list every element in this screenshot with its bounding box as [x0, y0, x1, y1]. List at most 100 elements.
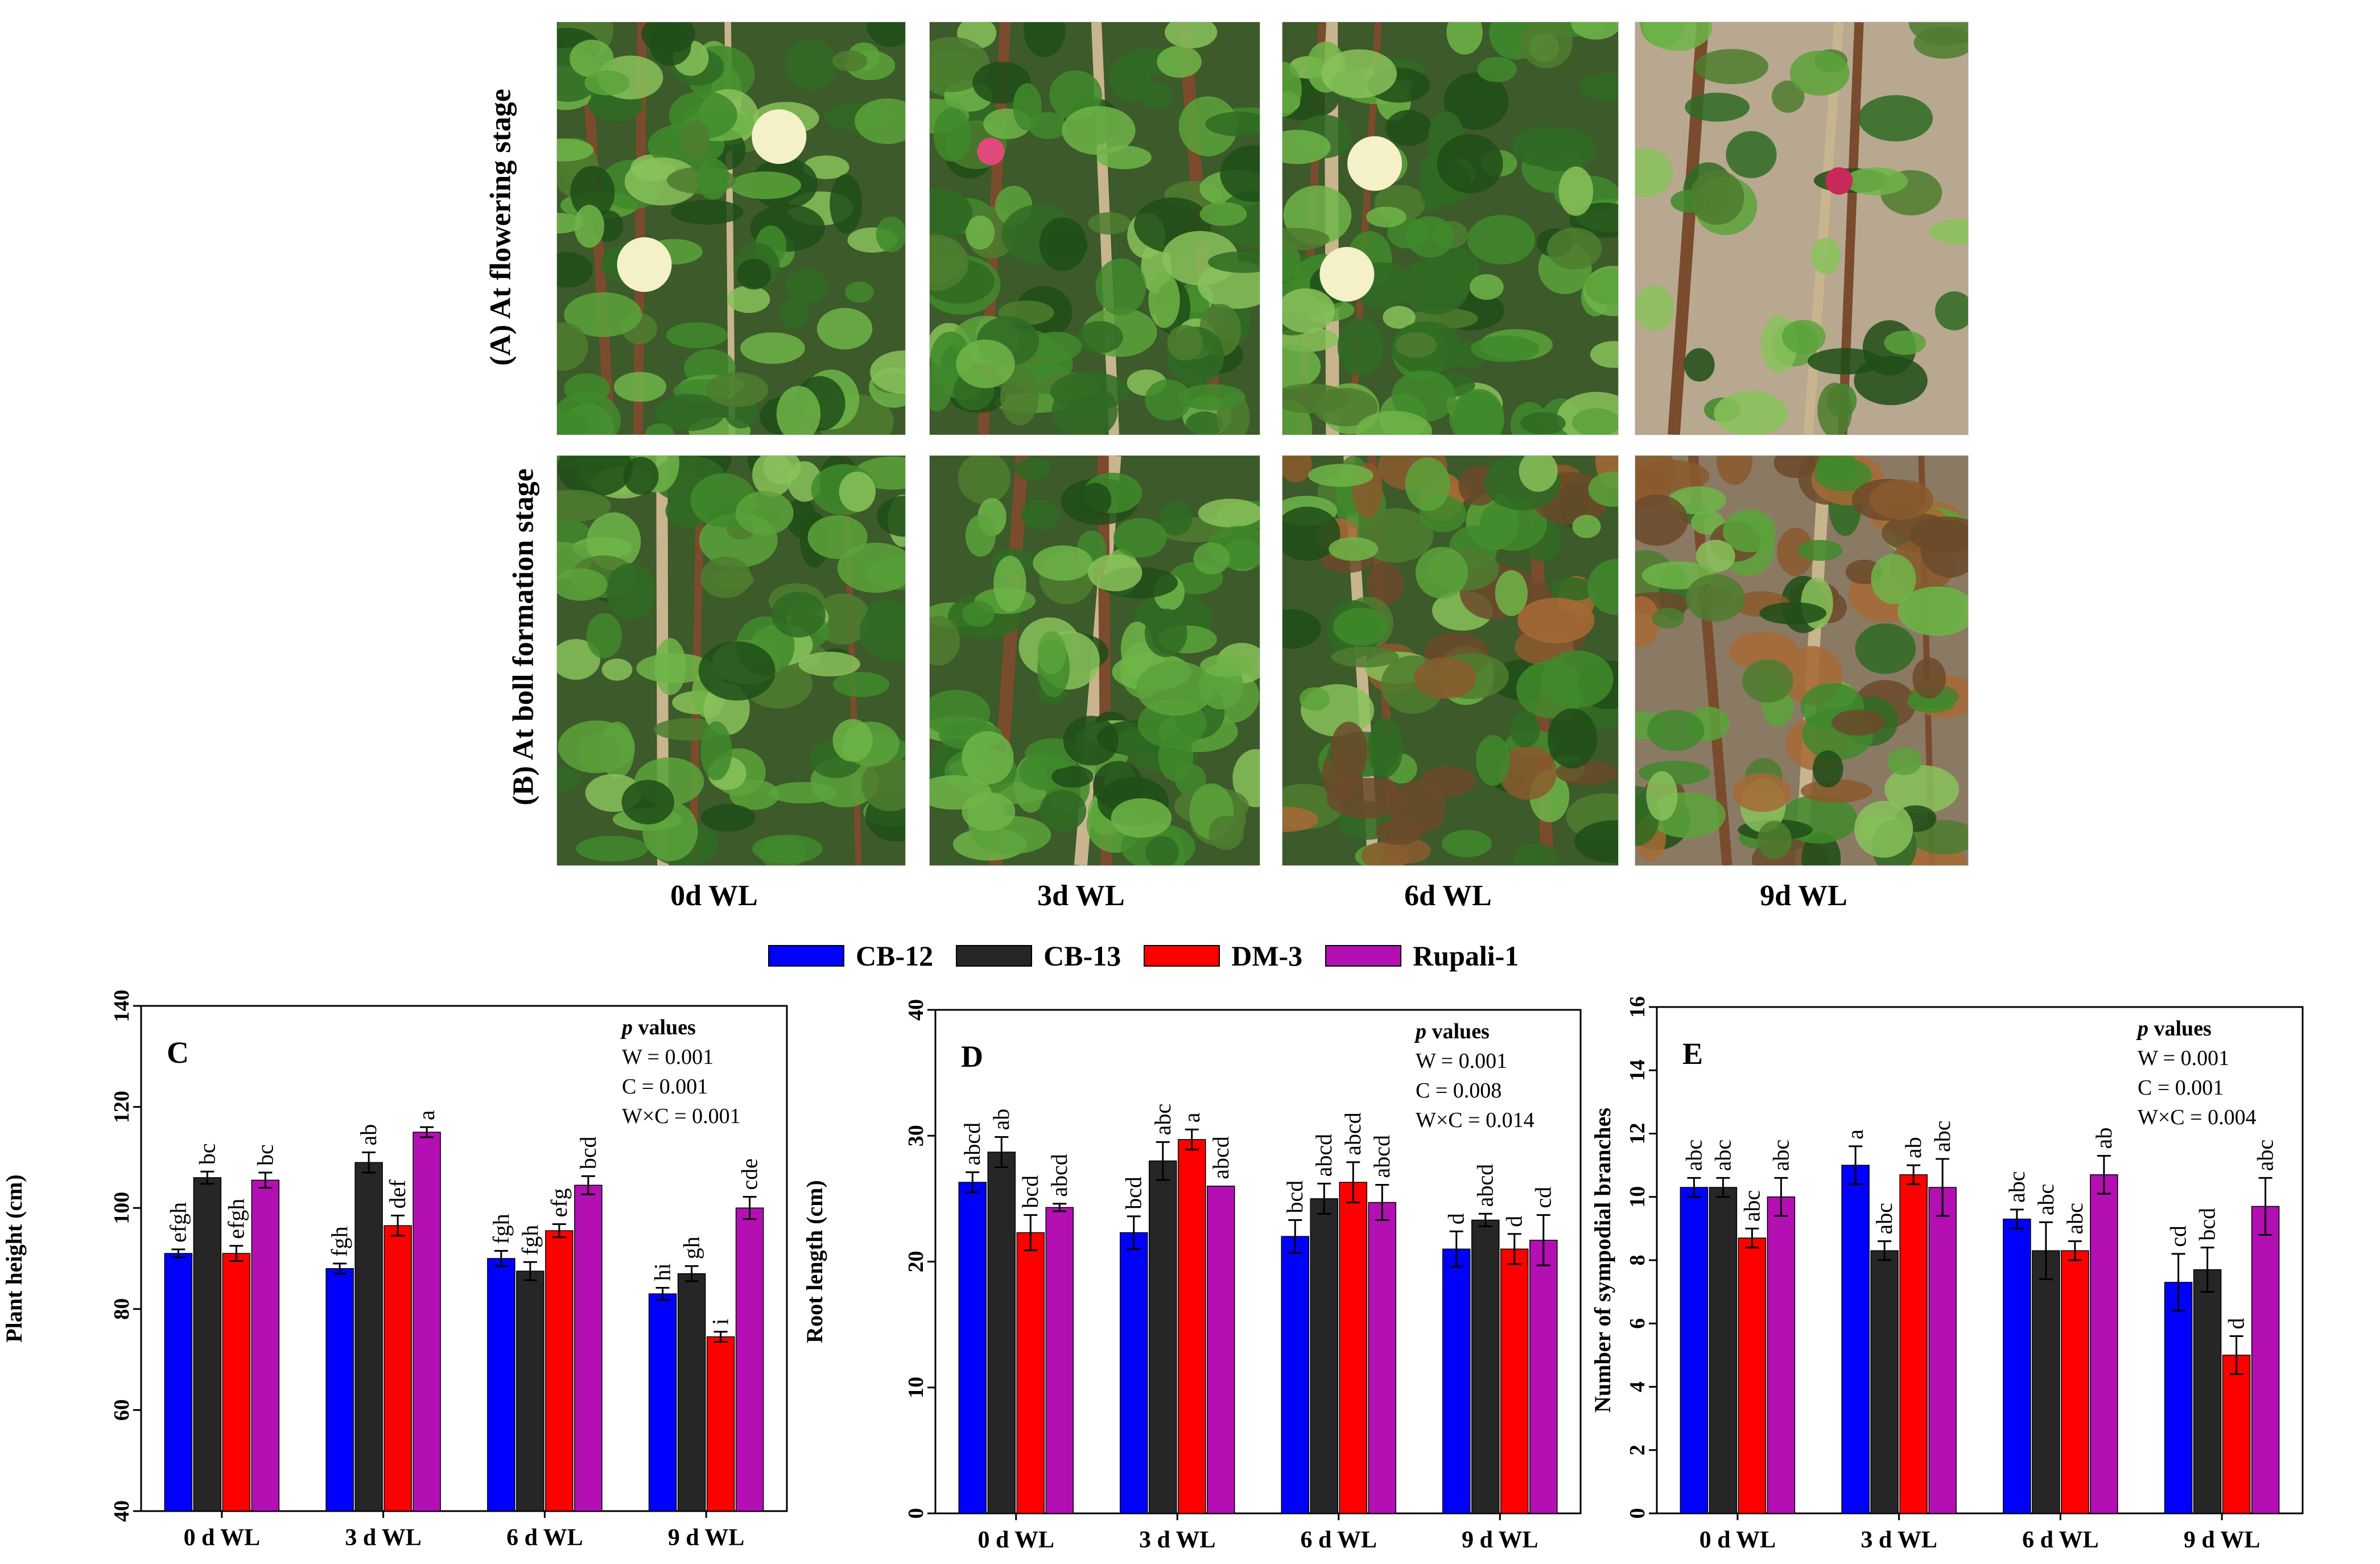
significance-label: abc [1710, 1140, 1735, 1171]
p-value-line: W = 0.001 [622, 1045, 713, 1069]
significance-label: a [1179, 1112, 1205, 1123]
bar-cb-12 [325, 1268, 354, 1512]
significance-label: abcd [1472, 1164, 1498, 1207]
y-tick-label: 0 [1626, 1508, 1649, 1519]
photo-boll-0d [556, 455, 906, 866]
p-value-line: W = 0.001 [2138, 1046, 2229, 1070]
bar-rupali-1 [735, 1207, 764, 1512]
bar-dm-3 [1339, 1182, 1367, 1514]
bar-dm-3 [1500, 1248, 1529, 1514]
significance-label: abc [1150, 1104, 1175, 1136]
p-value-line: W = 0.001 [1416, 1049, 1507, 1073]
column-label-3d: 3d WL [1037, 880, 1125, 912]
p-value-line: C = 0.008 [1416, 1079, 1502, 1103]
chart-panel-e: 0 2 4 6 8 10 12 14 16 Number of sympodial branche… [1590, 996, 2304, 1553]
bar-cb-13 [1149, 1160, 1177, 1514]
significance-label: abcd [1046, 1154, 1072, 1197]
significance-label: abc [2033, 1184, 2059, 1216]
x-category-label: 0 d WL [977, 1527, 1054, 1553]
y-tick-label: 10 [904, 1377, 928, 1398]
bar-cb-13 [1870, 1250, 1899, 1514]
bar-rupali-1 [1928, 1187, 1957, 1514]
bar-cb-13 [1471, 1219, 1500, 1514]
y-tick-label: 2 [1626, 1445, 1649, 1455]
significance-label: efgh [223, 1199, 249, 1239]
x-category-label: 6 d WL [506, 1525, 583, 1551]
significance-label: abc [1739, 1190, 1764, 1222]
significance-label: abc [1768, 1140, 1793, 1171]
bar-cb-12 [958, 1182, 987, 1514]
significance-label: abcd [1208, 1136, 1234, 1179]
significance-label: bc [252, 1144, 278, 1166]
x-category-label: 9 d WL [1462, 1527, 1538, 1553]
significance-label: fgh [327, 1227, 352, 1257]
y-axis-title: Root length (cm) [802, 1180, 827, 1343]
bar-dm-3 [2061, 1250, 2089, 1514]
y-tick-label: 40 [110, 1500, 134, 1522]
significance-label: abcd [1369, 1135, 1395, 1178]
significance-label: efgh [165, 1202, 191, 1243]
column-label-0d: 0d WL [670, 880, 758, 912]
bar-cb-13 [2032, 1250, 2060, 1514]
photo-flowering-9d [1635, 22, 1969, 435]
legend-swatch-cb13 [956, 945, 1033, 967]
significance-label: bcd [2195, 1208, 2220, 1241]
bar-dm-3 [1899, 1174, 1928, 1514]
bar-rupali-1 [1045, 1207, 1074, 1514]
significance-label: efg [546, 1189, 572, 1218]
y-axis-title: Number of sympodial branches [1590, 1108, 1615, 1413]
photo-boll-9d [1635, 455, 1969, 866]
significance-label: fgh [488, 1214, 514, 1244]
column-label-9d: 9d WL [1760, 880, 1847, 912]
photo-boll-6d [1282, 455, 1619, 866]
legend-label-rupali1: Rupali-1 [1413, 940, 1519, 972]
bar-cb-13 [2193, 1269, 2222, 1514]
bar-cb-13 [1709, 1187, 1738, 1514]
bar-rupali-1 [413, 1132, 441, 1512]
legend: CB-12 CB-13 DM-3 Rupali-1 [768, 936, 1519, 976]
significance-label: gh [679, 1236, 704, 1259]
photo-flowering-3d [929, 22, 1260, 435]
significance-label: ab [356, 1124, 381, 1146]
bar-cb-12 [1281, 1236, 1309, 1514]
bar-dm-3 [1016, 1232, 1045, 1514]
panel-letter: E [1682, 1037, 1703, 1071]
p-values-title: p values [1414, 1020, 1490, 1043]
x-category-label: 3 d WL [1861, 1527, 1937, 1553]
significance-label: abc [2062, 1203, 2088, 1235]
legend-item-rupali1: Rupali-1 [1325, 939, 1519, 972]
y-tick-label: 6 [1626, 1318, 1649, 1329]
p-value-line: C = 0.001 [622, 1075, 708, 1099]
x-category-label: 6 d WL [2022, 1527, 2099, 1553]
legend-swatch-rupali1 [1325, 945, 1402, 967]
significance-label: bcd [1017, 1175, 1043, 1208]
significance-label: abc [2004, 1171, 2030, 1203]
legend-item-cb13: CB-13 [956, 939, 1121, 972]
y-tick-label: 100 [110, 1192, 134, 1224]
y-tick-label: 40 [904, 999, 928, 1021]
y-tick-label: 16 [1626, 996, 1649, 1018]
bar-cb-13 [1310, 1198, 1338, 1514]
y-axis-title: Plant height (cm) [1, 1174, 27, 1343]
bar-cb-13 [354, 1162, 383, 1512]
p-values-title: p values [2136, 1017, 2212, 1041]
y-tick-label: 0 [904, 1508, 928, 1519]
bar-dm-3 [706, 1336, 735, 1512]
legend-swatch-dm3 [1144, 945, 1220, 967]
bar-cb-12 [2003, 1218, 2031, 1514]
significance-label: abc [1681, 1140, 1706, 1171]
bar-dm-3 [2222, 1355, 2251, 1514]
bar-dm-3 [383, 1225, 412, 1512]
x-category-label: 3 d WL [345, 1525, 422, 1551]
significance-label: abc [1929, 1120, 1955, 1152]
bar-rupali-1 [1207, 1186, 1235, 1514]
x-category-label: 9 d WL [2184, 1527, 2261, 1553]
significance-label: ab [2091, 1128, 2117, 1149]
bar-rupali-1 [1529, 1240, 1558, 1514]
y-tick-label: 80 [110, 1298, 134, 1320]
y-tick-label: 140 [110, 990, 134, 1022]
significance-label: fgh [517, 1225, 543, 1255]
legend-label-cb12: CB-12 [856, 940, 934, 972]
significance-label: d [2224, 1318, 2249, 1330]
